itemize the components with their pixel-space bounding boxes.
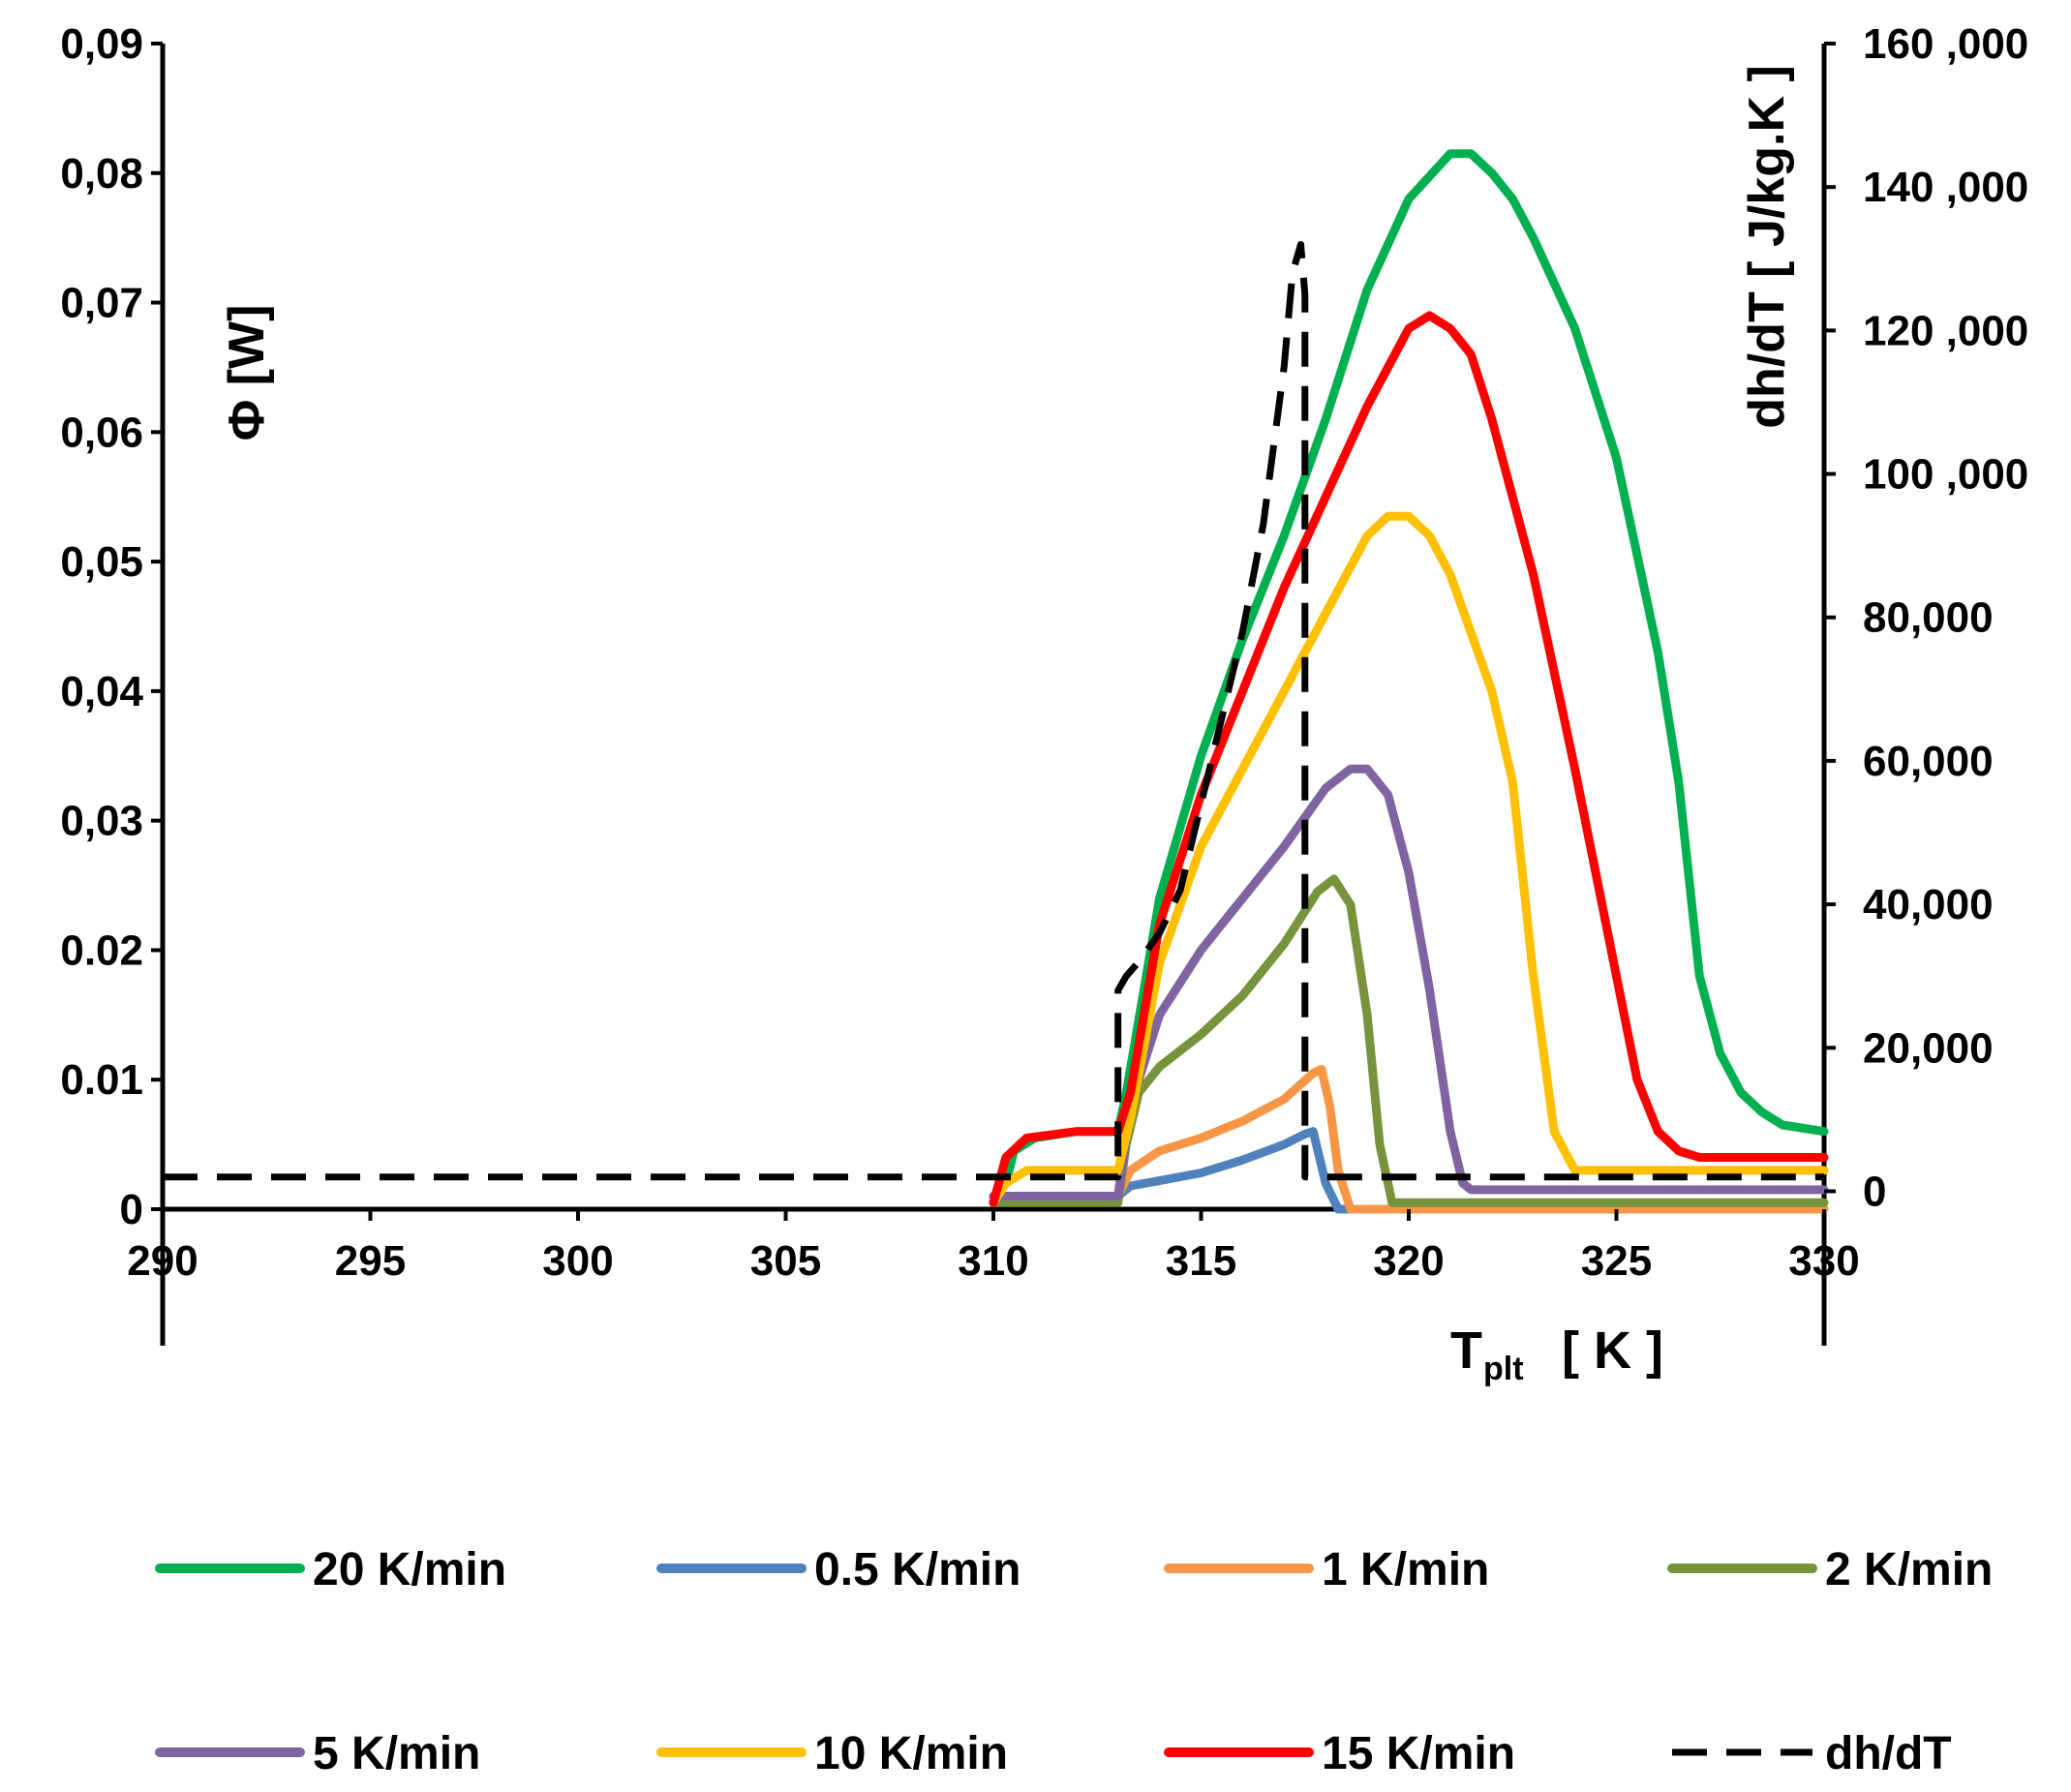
x-tick-label: 330 <box>1788 1237 1859 1285</box>
x-tick-label: 325 <box>1581 1237 1652 1285</box>
x-axis-title-subscript: plt <box>1483 1351 1524 1387</box>
legend-item: 0.5 K/min <box>656 1544 1020 1595</box>
left-y-tick-label: 0,09 <box>60 20 143 68</box>
x-tick-label: 290 <box>127 1237 198 1285</box>
legend-label: 10 K/min <box>814 1728 1008 1779</box>
series-line-0-5-k-min <box>989 1127 1829 1214</box>
legend-label: dh/dT <box>1825 1728 1952 1779</box>
left-y-tick-label: 0,08 <box>60 150 143 197</box>
left-y-tick-label: 0.01 <box>60 1056 143 1104</box>
right-y-tick-label: 160 ,000 <box>1863 20 2028 68</box>
legend-label: 20 K/min <box>313 1544 506 1595</box>
x-tick-label: 320 <box>1373 1237 1444 1285</box>
x-tick-label: 310 <box>958 1237 1028 1285</box>
legend-item: 5 K/min <box>155 1728 480 1779</box>
legend-item: 10 K/min <box>656 1728 1008 1779</box>
series-line-1-k-min <box>989 1065 1829 1214</box>
right-y-tick-label: 20,000 <box>1863 1024 1994 1072</box>
right-y-tick-label: 0 <box>1863 1168 1886 1215</box>
legend-label: 1 K/min <box>1322 1544 1489 1595</box>
right-y-tick-label: 40,000 <box>1863 881 1994 928</box>
x-tick-label: 315 <box>1166 1237 1236 1285</box>
left-y-tick-label: 0,04 <box>60 668 143 715</box>
x-axis-title-unit: [ K ] <box>1562 1321 1663 1380</box>
legend-label: 15 K/min <box>1322 1728 1515 1779</box>
right-y-axis-ticks: 0 20,000 40,000 60,000 80,000 100 ,000 120 ,00… <box>1824 20 2028 1215</box>
right-y-tick-label: 60,000 <box>1863 738 1994 785</box>
left-y-tick-label: 0,07 <box>60 280 143 327</box>
legend-item: 2 K/min <box>1667 1544 1993 1595</box>
right-y-tick-label: 100 ,000 <box>1863 451 2028 499</box>
plot-area: 00.010.020,030,040,050,060,070,080,09 02… <box>60 20 2028 1346</box>
left-y-tick-label: 0,05 <box>60 538 143 586</box>
legend-label: 0.5 K/min <box>814 1544 1020 1595</box>
legend-item: dh/dT <box>1672 1728 1952 1779</box>
left-y-axis-ticks: 0 0.01 0.02 0,03 0,04 0,05 0,06 0,07 0,08 0,09 <box>60 20 163 1233</box>
legend-item: 20 K/min <box>155 1544 506 1595</box>
series-layer <box>163 149 1829 1214</box>
x-tick-label: 300 <box>542 1237 613 1285</box>
x-axis-ticks: 290 295 300 305 310 315 320 325 330 <box>127 1209 1860 1285</box>
right-y-tick-label: 120 ,000 <box>1863 307 2028 354</box>
series-line-dh-dt <box>163 241 1824 1181</box>
legend-label: 2 K/min <box>1825 1544 1993 1595</box>
x-tick-label: 305 <box>750 1237 821 1285</box>
series-line-10-k-min <box>989 511 1829 1207</box>
x-axis-title-main: T <box>1450 1321 1482 1380</box>
left-y-tick-label: 0,03 <box>60 798 143 845</box>
left-y-axis-title: Φ [W] <box>219 305 275 441</box>
series-line-5-k-min <box>989 764 1829 1201</box>
legend-label: 5 K/min <box>313 1728 480 1779</box>
legend: 20 K/min 0.5 K/min 1 K/min 2 K/min 5 K/min 10… <box>155 1544 1993 1779</box>
left-y-tick-label: 0.02 <box>60 926 143 974</box>
legend-item: 1 K/min <box>1164 1544 1489 1595</box>
x-tick-label: 295 <box>335 1237 406 1285</box>
right-y-tick-label: 140 ,000 <box>1863 164 2028 211</box>
x-axis-title: T plt [ K ] <box>1450 1321 1663 1387</box>
right-y-axis-title: dh/dT [ J/kg.K ] <box>1739 65 1795 429</box>
left-y-tick-label: 0,06 <box>60 409 143 456</box>
right-y-tick-label: 80,000 <box>1863 594 1994 642</box>
legend-item: 15 K/min <box>1164 1728 1515 1779</box>
left-y-tick-label: 0 <box>120 1186 143 1233</box>
